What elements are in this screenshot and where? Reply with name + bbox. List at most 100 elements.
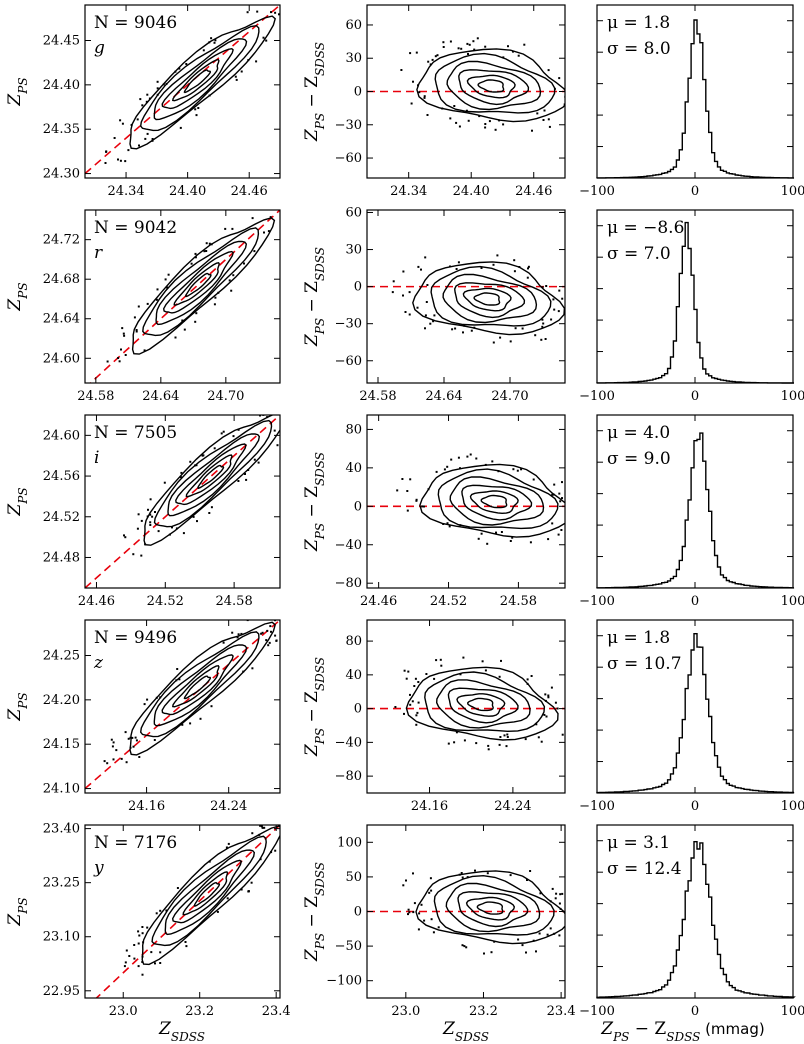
residual-outlier-point [423, 920, 425, 922]
scatter-outlier-point [194, 321, 196, 323]
histogram-panel-g: −100 0 100μ = 1.8σ = 8.0 [579, 5, 804, 199]
histogram-xtick-label: 0 [691, 184, 699, 199]
residual-xtick-label: 24.16 [411, 799, 448, 814]
residual-outlier-point [491, 460, 493, 462]
residual-outlier-point [471, 330, 473, 332]
residual-outlier-point [394, 706, 396, 708]
residual-outlier-point [412, 911, 414, 913]
residual-outlier-point [478, 538, 480, 540]
sample-count-label: N = 9046 [94, 13, 177, 33]
residual-outlier-point [567, 724, 569, 726]
histogram-xtick-label: −100 [579, 1004, 615, 1019]
residual-outlier-point [417, 681, 419, 683]
residual-outlier-point [558, 290, 560, 292]
residual-outlier-point [411, 103, 413, 105]
histogram-xtick-label: 100 [781, 799, 804, 814]
scatter-outlier-point [176, 668, 178, 670]
residual-outlier-point [402, 271, 404, 273]
residual-outlier-point [415, 714, 417, 716]
residual-outlier-point [444, 468, 446, 470]
scatter-outlier-point [132, 553, 134, 555]
residual-outlier-point [458, 47, 460, 49]
scatter-panel-g: 24.34 24.40 24.4624.3024.3524.4024.45N = 9… [43, 1, 288, 199]
scatter-outlier-point [138, 965, 140, 967]
residual-outlier-point [501, 531, 503, 533]
scatter-outlier-point [228, 843, 230, 845]
residual-ytick-label: −80 [335, 576, 362, 591]
scatter-outlier-point [291, 612, 293, 614]
residual-ytick-label: 0 [354, 905, 362, 920]
sample-count-label: N = 9042 [94, 218, 177, 238]
residual-outlier-point [579, 907, 581, 909]
scatter-outlier-point [206, 242, 208, 244]
residual-xtick-label: 24.46 [360, 594, 397, 609]
residual-contour [417, 49, 569, 122]
residual-outlier-point [426, 284, 428, 286]
residual-outlier-point [407, 510, 409, 512]
mean-label: μ = 4.0 [607, 423, 670, 443]
residual-outlier-point [527, 277, 529, 279]
residual-outlier-point [442, 41, 444, 43]
scatter-outlier-point [217, 911, 219, 913]
scatter-outlier-point [247, 890, 249, 892]
scatter-outlier-point [210, 37, 212, 39]
scatter-x-axis-label: ZSDSS [158, 1019, 205, 1044]
residual-outlier-point [540, 339, 542, 341]
scatter-outlier-point [111, 739, 113, 741]
scatter-outlier-point [263, 827, 265, 829]
residual-outlier-point [529, 870, 531, 872]
residual-outlier-point [413, 685, 415, 687]
residual-outlier-point [507, 736, 509, 738]
residual-outlier-point [557, 708, 559, 710]
scatter-outlier-point [123, 333, 125, 335]
residual-outlier-point [433, 678, 435, 680]
residual-outlier-point [548, 69, 550, 71]
residual-outlier-point [552, 298, 554, 300]
residual-outlier-point [546, 716, 548, 718]
residual-outlier-point [482, 660, 484, 662]
histogram-xtick-label: 100 [781, 184, 804, 199]
residual-xtick-label: 24.24 [494, 799, 531, 814]
residual-outlier-point [417, 307, 419, 309]
scatter-outlier-point [251, 882, 253, 884]
residual-outlier-point [448, 743, 450, 745]
scatter-outlier-point [185, 945, 187, 947]
residual-outlier-point [506, 734, 508, 736]
residual-outlier-point [455, 122, 457, 124]
scatter-outlier-point [117, 159, 119, 161]
residual-outlier-point [510, 874, 512, 876]
residual-ytick-label: 30 [345, 243, 362, 258]
scatter-outlier-point [112, 745, 114, 747]
scatter-outlier-point [141, 926, 143, 928]
scatter-outlier-point [158, 530, 160, 532]
residual-outlier-point [499, 676, 501, 678]
scatter-outlier-point [138, 943, 140, 945]
scatter-outlier-point [189, 722, 191, 724]
residual-outlier-point [518, 55, 520, 57]
scatter-outlier-point [268, 1, 270, 3]
residual-content-g [367, 37, 583, 131]
scatter-outlier-point [125, 354, 127, 356]
residual-outlier-point [393, 280, 395, 282]
scatter-outlier-point [125, 961, 127, 963]
scatter-outlier-point [255, 60, 257, 62]
residual-outlier-point [553, 484, 555, 486]
residual-outlier-point [558, 534, 560, 536]
scatter-outlier-point [106, 762, 108, 764]
scatter-outlier-point [200, 718, 202, 720]
residual-outlier-point [510, 540, 512, 542]
residual-outlier-point [567, 511, 569, 513]
scatter-outlier-point [251, 832, 253, 834]
residual-outlier-point [495, 129, 497, 131]
residual-outlier-point [547, 538, 549, 540]
scatter-ytick-label: 24.60 [43, 428, 80, 443]
sigma-label: σ = 7.0 [607, 244, 671, 264]
scatter-outlier-point [241, 71, 243, 73]
scatter-outlier-point [126, 950, 128, 952]
scatter-ytick-label: 24.48 [43, 550, 80, 565]
scatter-ytick-label: 24.20 [43, 693, 80, 708]
residual-ytick-label: 30 [345, 51, 362, 66]
residual-outlier-point [487, 872, 489, 874]
scatter-outlier-point [146, 94, 148, 96]
residual-outlier-point [440, 659, 442, 661]
